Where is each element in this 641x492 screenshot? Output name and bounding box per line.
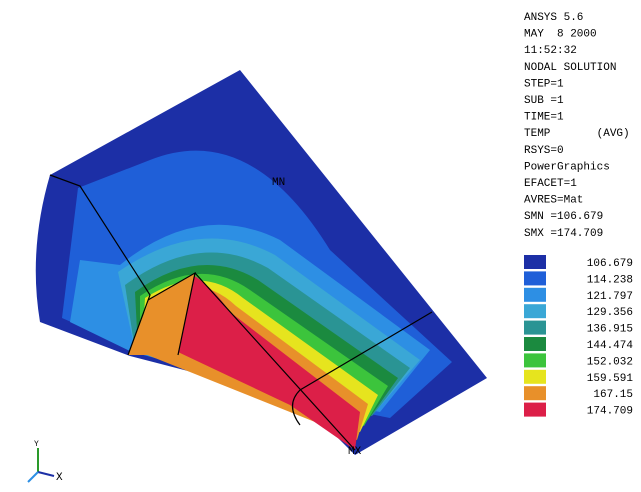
info-line: TIME=1 bbox=[524, 112, 564, 124]
legend-swatch bbox=[524, 271, 546, 285]
info-line: RSYS=0 bbox=[524, 145, 564, 157]
legend-value: 136.915 bbox=[587, 324, 633, 336]
plot-canvas: MN MX X Y ANSYS 5.6 MAY 8 2000 11:52:32 NOD… bbox=[0, 0, 641, 492]
info-line: SUB =1 bbox=[524, 95, 564, 107]
info-line: 11:52:32 bbox=[524, 45, 577, 57]
info-panel: ANSYS 5.6 MAY 8 2000 11:52:32 NODAL SOLUTIO… bbox=[524, 12, 630, 240]
max-label: MX bbox=[348, 446, 362, 458]
legend-value: 129.356 bbox=[587, 307, 633, 319]
info-line: STEP=1 bbox=[524, 78, 564, 90]
legend-swatch bbox=[524, 255, 546, 269]
legend-swatch bbox=[524, 321, 546, 335]
legend-swatch bbox=[524, 370, 546, 384]
triad-z bbox=[28, 472, 38, 482]
legend-value: 121.797 bbox=[587, 291, 633, 303]
legend-swatch bbox=[524, 403, 546, 417]
info-line: ANSYS 5.6 bbox=[524, 12, 583, 24]
legend: 106.679 114.238 121.797 129.356 136.915 144.4… bbox=[524, 255, 633, 418]
legend-value: 144.474 bbox=[587, 340, 634, 352]
min-label: MN bbox=[272, 177, 285, 189]
info-line: TEMP (AVG) bbox=[524, 128, 630, 140]
info-line: SMN =106.679 bbox=[524, 211, 603, 223]
legend-swatch bbox=[524, 337, 546, 351]
info-line: SMX =174.709 bbox=[524, 228, 603, 240]
legend-value: 174.709 bbox=[587, 406, 633, 418]
legend-swatch bbox=[524, 288, 546, 302]
legend-value: 114.238 bbox=[587, 274, 633, 286]
legend-swatch bbox=[524, 353, 546, 367]
info-line: MAY 8 2000 bbox=[524, 29, 597, 41]
info-line: PowerGraphics bbox=[524, 161, 610, 173]
contour-model bbox=[36, 70, 487, 455]
legend-value: 159.591 bbox=[587, 373, 634, 385]
legend-swatch bbox=[524, 304, 546, 318]
triad-x-label: X bbox=[56, 472, 63, 484]
legend-swatch bbox=[524, 386, 546, 400]
info-line: NODAL SOLUTION bbox=[524, 62, 616, 74]
triad-y-label: Y bbox=[34, 440, 39, 449]
triad-x bbox=[38, 472, 54, 476]
legend-value: 152.032 bbox=[587, 356, 633, 368]
legend-value: 167.15 bbox=[593, 389, 633, 401]
info-line: AVRES=Mat bbox=[524, 195, 583, 207]
ansys-window: MN MX X Y ANSYS 5.6 MAY 8 2000 11:52:32 NOD… bbox=[0, 0, 641, 492]
info-line: EFACET=1 bbox=[524, 178, 577, 190]
legend-value: 106.679 bbox=[587, 258, 633, 270]
axis-triad: X Y bbox=[28, 440, 63, 484]
